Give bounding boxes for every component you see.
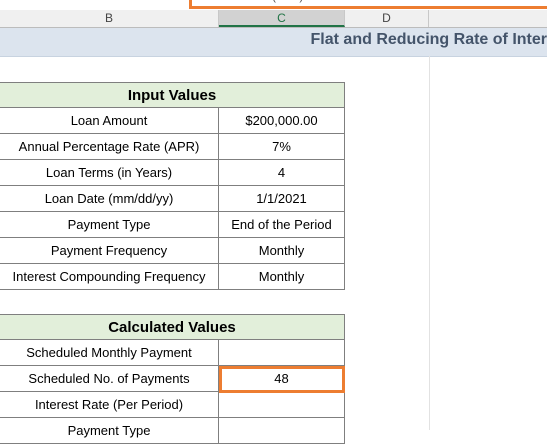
cell-label[interactable]: Interest Compounding Frequency [0, 264, 219, 290]
column-headers: B C D [0, 10, 547, 28]
table-row: Loan Amount $200,000.00 [0, 108, 345, 134]
cell-value[interactable] [219, 340, 345, 366]
input-values-header: Input Values [0, 82, 345, 108]
cell-value[interactable] [219, 392, 345, 418]
table-row: Payment Frequency Monthly [0, 238, 345, 264]
cell-label[interactable]: Payment Type [0, 418, 219, 444]
cell-label[interactable]: Annual Percentage Rate (APR) [0, 134, 219, 160]
cell-label[interactable]: Interest Rate (Per Period) [0, 392, 219, 418]
calculated-values-header: Calculated Values [0, 314, 345, 340]
gridline [429, 56, 430, 430]
cell-label[interactable]: Loan Date (mm/dd/yy) [0, 186, 219, 212]
column-header-d[interactable]: D [345, 10, 429, 27]
cell-value[interactable]: 1/1/2021 [219, 186, 345, 212]
cell-label[interactable]: Payment Frequency [0, 238, 219, 264]
cell-label[interactable]: Loan Terms (in Years) [0, 160, 219, 186]
cell-label[interactable]: Loan Amount [0, 108, 219, 134]
cell-value[interactable]: Monthly [219, 264, 345, 290]
formula-bar-text: (... ...) / ... ... ... [272, 0, 350, 3]
cell-value[interactable]: $200,000.00 [219, 108, 345, 134]
cell-value[interactable] [219, 418, 345, 444]
table-row: Loan Terms (in Years) 4 [0, 160, 345, 186]
scheduled-payments-value[interactable]: 48 [219, 366, 345, 392]
cell-label[interactable]: Scheduled No. of Payments [0, 366, 219, 392]
table-row: Loan Date (mm/dd/yy) 1/1/2021 [0, 186, 345, 212]
cell-label[interactable]: Scheduled Monthly Payment [0, 340, 219, 366]
sheet-title: Flat and Reducing Rate of Inter [310, 31, 547, 48]
table-row: Payment Type End of the Period [0, 212, 345, 238]
table-row: Annual Percentage Rate (APR) 7% [0, 134, 345, 160]
column-header-c[interactable]: C [219, 10, 345, 27]
sheet-title-row: Flat and Reducing Rate of Inter [0, 28, 547, 57]
table-row: Payment Type [0, 418, 345, 444]
formula-bar-highlight[interactable]: (... ...) / ... ... ... [189, 0, 547, 9]
table-row: Scheduled No. of Payments 48 [0, 366, 345, 392]
cell-label[interactable]: Payment Type [0, 212, 219, 238]
cell-value[interactable]: End of the Period [219, 212, 345, 238]
column-header-b[interactable]: B [0, 10, 219, 27]
cell-value[interactable]: Monthly [219, 238, 345, 264]
table-row: Scheduled Monthly Payment [0, 340, 345, 366]
table-row: Interest Compounding Frequency Monthly [0, 264, 345, 290]
table-row: Interest Rate (Per Period) [0, 392, 345, 418]
cell-value[interactable]: 7% [219, 134, 345, 160]
cell-value[interactable]: 4 [219, 160, 345, 186]
